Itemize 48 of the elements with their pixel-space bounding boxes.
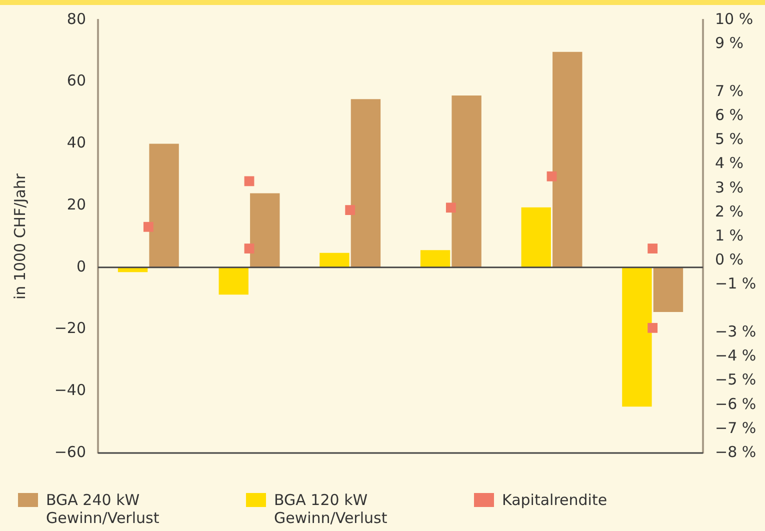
y-tick-label: 0 (76, 257, 86, 276)
bar (218, 267, 248, 295)
bar (420, 250, 450, 268)
y2-tick-label: 4 % (715, 154, 744, 172)
y2-tick-label: −6 % (715, 394, 756, 413)
legend-label: Kapitalrendite (502, 491, 608, 509)
y-tick-label: 80 (66, 10, 86, 28)
bar (149, 144, 179, 268)
y2-tick-label: 2 % (715, 202, 744, 220)
y2-tick-label: 1 % (715, 226, 744, 244)
legend-label: BGA 240 kW Gewinn/Verlust (46, 491, 160, 527)
y2-tick-label: 0 % (715, 250, 744, 268)
bar (250, 193, 280, 268)
y2-tick-label: 5 % (715, 130, 744, 148)
y2-tick-label: 9 % (715, 34, 744, 52)
y-tick-label: −60 (54, 442, 86, 461)
y2-tick-label: −3 % (715, 322, 756, 341)
bar (622, 267, 652, 407)
y2-tick-label: 7 % (715, 82, 744, 100)
bar (552, 52, 582, 268)
y-tick-label: 20 (66, 195, 86, 214)
y2-tick-label: −7 % (715, 418, 756, 437)
point (446, 202, 456, 213)
y-tick-label: −40 (54, 381, 86, 400)
y2-tick-label: −4 % (715, 346, 756, 365)
bar (350, 99, 381, 268)
y-tick-label: −20 (54, 319, 86, 338)
y2-tick-label: −8 % (715, 442, 756, 461)
bar (452, 95, 482, 268)
point (648, 244, 658, 254)
point (546, 171, 557, 182)
y-tick-label: 60 (66, 72, 86, 90)
legend-label: BGA 120 kW Gewinn/Verlust (274, 491, 388, 527)
y2-tick-label: 10 % (715, 10, 754, 28)
point (345, 205, 356, 215)
bar (320, 252, 350, 268)
bar (521, 207, 551, 268)
point (648, 322, 658, 333)
y-tick-label: 40 (66, 134, 86, 152)
y2-tick-label: 3 % (715, 178, 744, 196)
bar (653, 267, 684, 312)
y2-tick-label: −1 % (715, 274, 756, 292)
point (244, 244, 254, 254)
point (143, 222, 154, 232)
y-axis-title: in 1000 CHF/Jahr (10, 172, 29, 300)
point (244, 176, 254, 186)
y2-tick-label: −5 % (715, 370, 756, 389)
y2-tick-label: 6 % (715, 106, 744, 124)
